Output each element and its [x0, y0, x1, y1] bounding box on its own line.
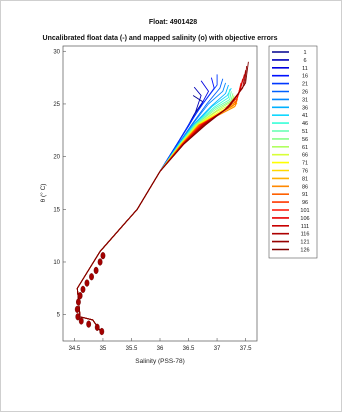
mapped-salinity-point	[99, 327, 105, 336]
legend-label-121: 121	[300, 240, 309, 246]
mapped-salinity-layer	[74, 252, 106, 336]
x-tick-layer: 34.5 35 35.5 36 36.5 37 37.5	[69, 338, 252, 352]
x-tick-label: 37.5	[240, 346, 252, 352]
legend-label-31: 31	[302, 97, 308, 103]
series-layer	[76, 61, 249, 331]
x-tick-label: 36.5	[183, 346, 195, 352]
mapped-salinity-point	[75, 313, 81, 321]
mapped-salinity-point	[89, 273, 94, 281]
legend-label-16: 16	[302, 74, 308, 80]
mapped-salinity-point	[84, 279, 90, 287]
y-tick-label: 25	[53, 102, 60, 108]
y-tick-label: 20	[53, 155, 60, 161]
mapped-salinity-point	[97, 258, 103, 266]
legend-label-86: 86	[302, 184, 308, 190]
legend-label-66: 66	[302, 153, 308, 159]
plot-area	[62, 45, 258, 342]
mapped-salinity-point	[93, 266, 99, 275]
mapped-salinity-point	[77, 292, 83, 300]
legend-label-11: 11	[302, 66, 308, 72]
legend-label-81: 81	[302, 176, 308, 182]
legend-label-46: 46	[302, 121, 308, 127]
legend-label-111: 111	[301, 224, 309, 230]
legend-label-106: 106	[300, 216, 309, 222]
legend-label-21: 21	[302, 82, 308, 88]
x-tick-label: 35	[100, 346, 107, 352]
legend-label-91: 91	[302, 192, 308, 198]
legend-label-61: 61	[302, 145, 308, 151]
x-tick-label: 37	[214, 346, 221, 352]
legend-label-51: 51	[302, 129, 308, 135]
figure-title: Float: 4901428	[149, 19, 197, 26]
mapped-salinity-point	[80, 285, 86, 293]
legend-label-76: 76	[302, 169, 308, 175]
legend-label-101: 101	[300, 208, 309, 214]
y-axis-label: θ (° C)	[39, 184, 47, 203]
x-tick-label: 34.5	[69, 346, 81, 352]
y-tick-label: 10	[53, 260, 60, 266]
mapped-salinity-point	[78, 317, 84, 325]
mapped-salinity-point	[74, 305, 80, 313]
legend-label-116: 116	[301, 232, 310, 238]
chart-title: Uncalibrated float data (-) and mapped s…	[43, 35, 278, 42]
y-tick-label: 5	[57, 313, 61, 319]
legend-box	[268, 45, 318, 259]
mapped-salinity-point	[76, 298, 81, 306]
legend-label-126: 126	[300, 248, 309, 254]
series-line-126	[76, 61, 249, 331]
mapped-salinity-point	[86, 320, 92, 328]
legend-label-6: 6	[303, 58, 306, 64]
legend-layer: 1611162126313641465156616671768186919610…	[272, 50, 310, 254]
x-tick-label: 36	[157, 346, 164, 352]
legend-label-71: 71	[302, 161, 308, 167]
x-axis-label: Salinity (PSS-78)	[135, 358, 185, 365]
y-tick-label: 30	[53, 49, 60, 55]
legend-label-1: 1	[303, 50, 306, 56]
y-tick-label: 15	[53, 207, 60, 213]
mapped-salinity-point	[94, 323, 100, 331]
y-tick-layer: 5 10 15 20 25 30	[53, 49, 66, 319]
legend-label-41: 41	[302, 113, 308, 119]
legend-label-96: 96	[302, 200, 308, 206]
legend-label-36: 36	[302, 105, 308, 111]
mapped-salinity-point	[100, 252, 106, 260]
x-tick-label: 35.5	[126, 346, 138, 352]
legend-label-56: 56	[302, 137, 308, 143]
legend-label-26: 26	[302, 90, 308, 96]
